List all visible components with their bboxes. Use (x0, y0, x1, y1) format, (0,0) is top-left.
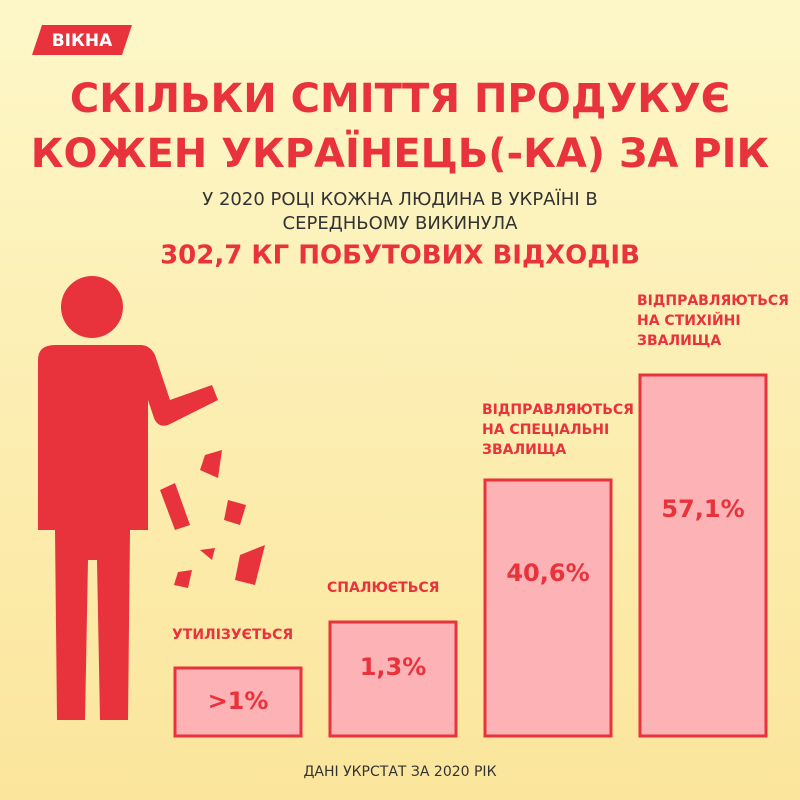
bar-label: ЗВАЛИЩА (482, 442, 566, 458)
bar-value: 57,1% (661, 495, 744, 523)
bar-label: НА СПЕЦІАЛЬНІ (482, 422, 609, 438)
debris (160, 450, 265, 588)
bar-value: >1% (208, 687, 269, 715)
source: ДАНІ УКРСТАТ ЗА 2020 РІК (303, 764, 496, 780)
bar-label: СПАЛЮЄТЬСЯ (327, 580, 439, 596)
bar-shape (638, 373, 768, 738)
bar-label: УТИЛІЗУЄТЬСЯ (172, 627, 293, 643)
bar-label: ВІДПРАВЛЯЮТЬСЯ (637, 293, 789, 309)
bar-label: ЗВАЛИЩА (637, 333, 721, 349)
bar-value: 1,3% (360, 653, 427, 681)
title: СКІЛЬКИ СМІТТЯ ПРОДУКУЄ (70, 76, 730, 122)
bar-label: ВІДПРАВЛЯЮТЬСЯ (482, 402, 634, 418)
title: КОЖЕН УКРАЇНЕЦЬ(-КА) ЗА РІК (31, 129, 770, 177)
bar-label: НА СТИХІЙНІ (637, 312, 741, 329)
bar-shape (328, 620, 458, 738)
bar-value: 40,6% (506, 559, 589, 587)
bar-shape (483, 478, 613, 738)
subtitle: СЕРЕДНЬОМУ ВИКИНУЛА (283, 213, 519, 234)
highlight: 302,7 КГ ПОБУТОВИХ ВІДХОДІВ (160, 241, 640, 271)
person-icon (38, 276, 218, 720)
bar-shape (173, 666, 303, 738)
brand: ВІКНА (52, 31, 113, 51)
brand-badge (32, 25, 132, 55)
subtitle: У 2020 РОЦІ КОЖНА ЛЮДИНА В УКРАЇНІ В (202, 189, 597, 210)
